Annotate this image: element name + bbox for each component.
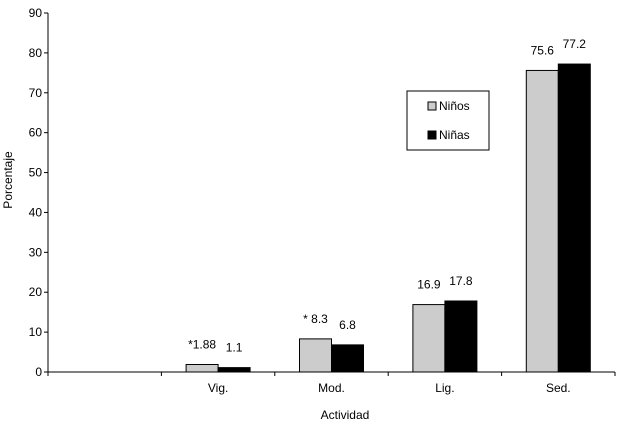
bar-ninas-lig	[444, 300, 478, 373]
bar-ninos-mod	[299, 338, 332, 373]
y-tick-label: 70	[29, 86, 43, 100]
y-axis-title: Porcentaje	[1, 151, 15, 209]
bar-ninas-sed	[557, 63, 591, 373]
y-tick-label: 0	[35, 365, 42, 379]
x-tick-label-sed: Sed.	[546, 381, 571, 395]
y-tick-label: 10	[29, 325, 43, 339]
data-label-ninas-lig: 17.8	[449, 274, 473, 288]
y-tick-label: 20	[29, 285, 43, 299]
bar-ninos-vig	[185, 364, 219, 373]
legend-box	[406, 90, 490, 151]
x-tick-label-lig: Lig.	[435, 381, 454, 395]
data-label-ninos-vig: *1.88	[188, 338, 216, 352]
data-label-ninos-sed: 75.6	[531, 43, 555, 57]
legend-label-ninos: Niños	[439, 99, 470, 113]
data-label-ninos-lig: 16.9	[417, 278, 441, 292]
legend-swatch-ninas	[427, 130, 437, 140]
bar-ninas-vig	[217, 367, 251, 373]
data-label-ninas-sed: 77.2	[563, 37, 587, 51]
x-tick-label-mod: Mod.	[318, 381, 345, 395]
y-axis-ticks: 0 10 20 30 40 50 60 70 80 90	[29, 6, 48, 379]
data-label-ninos-mod: * 8.3	[303, 312, 328, 326]
y-tick-label: 50	[29, 166, 43, 180]
data-label-ninas-vig: 1.1	[226, 341, 243, 355]
x-tick-label-vig: Vig.	[208, 381, 228, 395]
bars	[185, 63, 591, 373]
legend: Niños Niñas	[406, 90, 490, 151]
data-labels: *1.88 1.1 * 8.3 6.8 16.9 17.8 75.6 77.2	[188, 37, 586, 355]
data-label-ninas-mod: 6.8	[339, 318, 356, 332]
bar-ninos-lig	[412, 304, 446, 373]
y-tick-label: 40	[29, 205, 43, 219]
legend-swatch-ninos	[427, 101, 437, 111]
x-axis-ticks: Vig. Mod. Lig. Sed.	[47, 372, 616, 395]
x-axis-title: Actividad	[321, 408, 370, 422]
y-tick-label: 30	[29, 245, 43, 259]
y-tick-label: 60	[29, 126, 43, 140]
legend-label-ninas: Niñas	[439, 128, 470, 142]
bar-ninos-sed	[525, 69, 559, 373]
bar-ninas-mod	[331, 344, 364, 373]
y-tick-label: 90	[29, 6, 43, 20]
y-tick-label: 80	[29, 46, 43, 60]
